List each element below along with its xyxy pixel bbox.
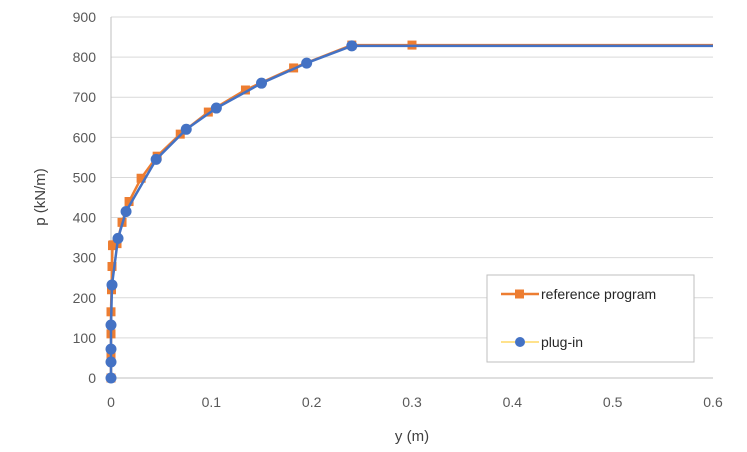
gridlines bbox=[111, 16, 713, 339]
data-point-plug-in bbox=[346, 40, 358, 52]
legend-label-reference-program: reference program bbox=[541, 286, 656, 302]
data-point-plug-in bbox=[112, 232, 124, 244]
x-tick-label: 0 bbox=[107, 394, 115, 410]
data-point-reference-program bbox=[136, 173, 146, 183]
data-point-plug-in bbox=[120, 206, 132, 218]
x-axis-title: y (m) bbox=[395, 428, 429, 445]
legend-label-plug-in: plug-in bbox=[541, 334, 583, 350]
y-axis-title: p (kN/m) bbox=[32, 168, 49, 226]
y-tick-label: 200 bbox=[73, 290, 97, 306]
legend: reference program plug-in bbox=[486, 274, 695, 363]
tick-labels: 0 100 200 300 400 500 600 700 800 900 0 0.1 0.2 0.3 0.… bbox=[73, 9, 723, 410]
series-plug-in bbox=[105, 40, 713, 384]
x-tick-label: 0.4 bbox=[503, 394, 523, 410]
legend-marker-plug-in bbox=[515, 337, 525, 347]
x-tick-label: 0.3 bbox=[402, 394, 422, 410]
data-point-plug-in bbox=[210, 102, 222, 114]
data-point-plug-in bbox=[106, 279, 118, 291]
x-tick-label: 0.5 bbox=[603, 394, 623, 410]
data-point-reference-program bbox=[124, 197, 134, 207]
y-tick-label: 300 bbox=[73, 250, 97, 266]
data-point-reference-program bbox=[203, 107, 213, 117]
y-tick-label: 0 bbox=[88, 370, 96, 386]
data-point-plug-in bbox=[180, 123, 192, 135]
y-tick-label: 600 bbox=[73, 129, 97, 145]
data-point-plug-in bbox=[105, 372, 117, 384]
x-tick-label: 0.1 bbox=[202, 394, 222, 410]
data-point-plug-in bbox=[150, 153, 162, 165]
legend-marker-reference-program bbox=[515, 289, 524, 299]
data-point-plug-in bbox=[105, 343, 117, 355]
y-tick-label: 100 bbox=[73, 330, 97, 346]
y-tick-label: 900 bbox=[73, 9, 97, 25]
x-tick-label: 0.2 bbox=[302, 394, 322, 410]
x-tick-label: 0.6 bbox=[703, 394, 723, 410]
y-tick-label: 500 bbox=[73, 169, 97, 185]
data-point-plug-in bbox=[301, 57, 313, 69]
y-tick-label: 700 bbox=[73, 89, 97, 105]
data-point-plug-in bbox=[256, 77, 267, 89]
data-point-reference-program bbox=[107, 261, 117, 271]
data-point-reference-program bbox=[240, 85, 250, 95]
data-point-plug-in bbox=[105, 356, 117, 368]
y-tick-label: 800 bbox=[73, 49, 97, 65]
series bbox=[105, 40, 713, 384]
y-tick-label: 400 bbox=[73, 210, 97, 226]
data-point-plug-in bbox=[105, 319, 117, 331]
